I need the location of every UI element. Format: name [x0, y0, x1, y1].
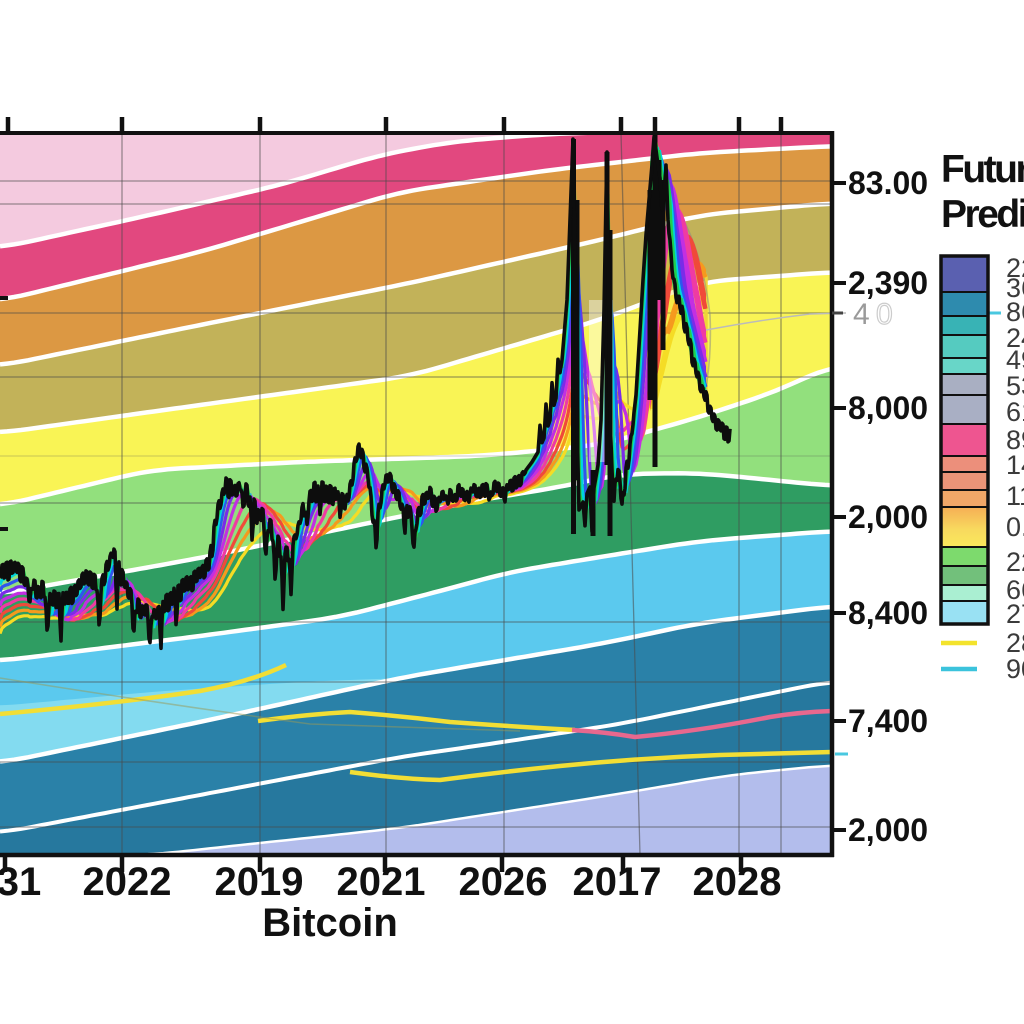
svg-text:2022: 2022 [83, 860, 172, 904]
svg-text:22: 22 [1006, 547, 1024, 577]
svg-text:89: 89 [1006, 425, 1024, 455]
svg-text:2,000: 2,000 [848, 499, 928, 535]
svg-text:2021: 2021 [337, 860, 426, 904]
svg-text:49: 49 [1006, 345, 1024, 375]
svg-text:86: 86 [1006, 297, 1024, 327]
svg-text:2,390: 2,390 [848, 265, 928, 301]
svg-text:0.: 0. [1006, 512, 1024, 542]
svg-text:83.00: 83.00 [848, 165, 928, 201]
svg-text:7,400: 7,400 [848, 703, 928, 739]
svg-text:14: 14 [1006, 450, 1024, 480]
svg-text:90: 90 [1006, 654, 1024, 684]
svg-text:2017: 2017 [573, 860, 662, 904]
svg-text:28: 28 [1006, 628, 1024, 658]
svg-text:Future: Future [941, 148, 1024, 191]
svg-text:31: 31 [0, 860, 41, 904]
svg-text:61: 61 [1006, 397, 1024, 427]
svg-text:53: 53 [1006, 371, 1024, 401]
svg-text:2028: 2028 [693, 860, 782, 904]
svg-text:2019: 2019 [215, 860, 304, 904]
svg-text:Predic: Predic [941, 193, 1024, 236]
svg-text:8,000: 8,000 [848, 390, 928, 426]
svg-text:2026: 2026 [459, 860, 548, 904]
svg-text:2,000: 2,000 [848, 812, 928, 848]
svg-text:Bitcoin: Bitcoin [262, 901, 398, 945]
svg-text:4: 4 [853, 298, 870, 331]
svg-text:22: 22 [1006, 253, 1024, 283]
svg-text:11: 11 [1006, 481, 1024, 511]
svg-text:27: 27 [1006, 599, 1024, 629]
svg-text:0: 0 [876, 298, 893, 331]
svg-text:24: 24 [1006, 323, 1024, 353]
svg-text:36: 36 [1006, 273, 1024, 303]
svg-text:8,400: 8,400 [848, 595, 928, 631]
svg-text:66: 66 [1006, 575, 1024, 605]
